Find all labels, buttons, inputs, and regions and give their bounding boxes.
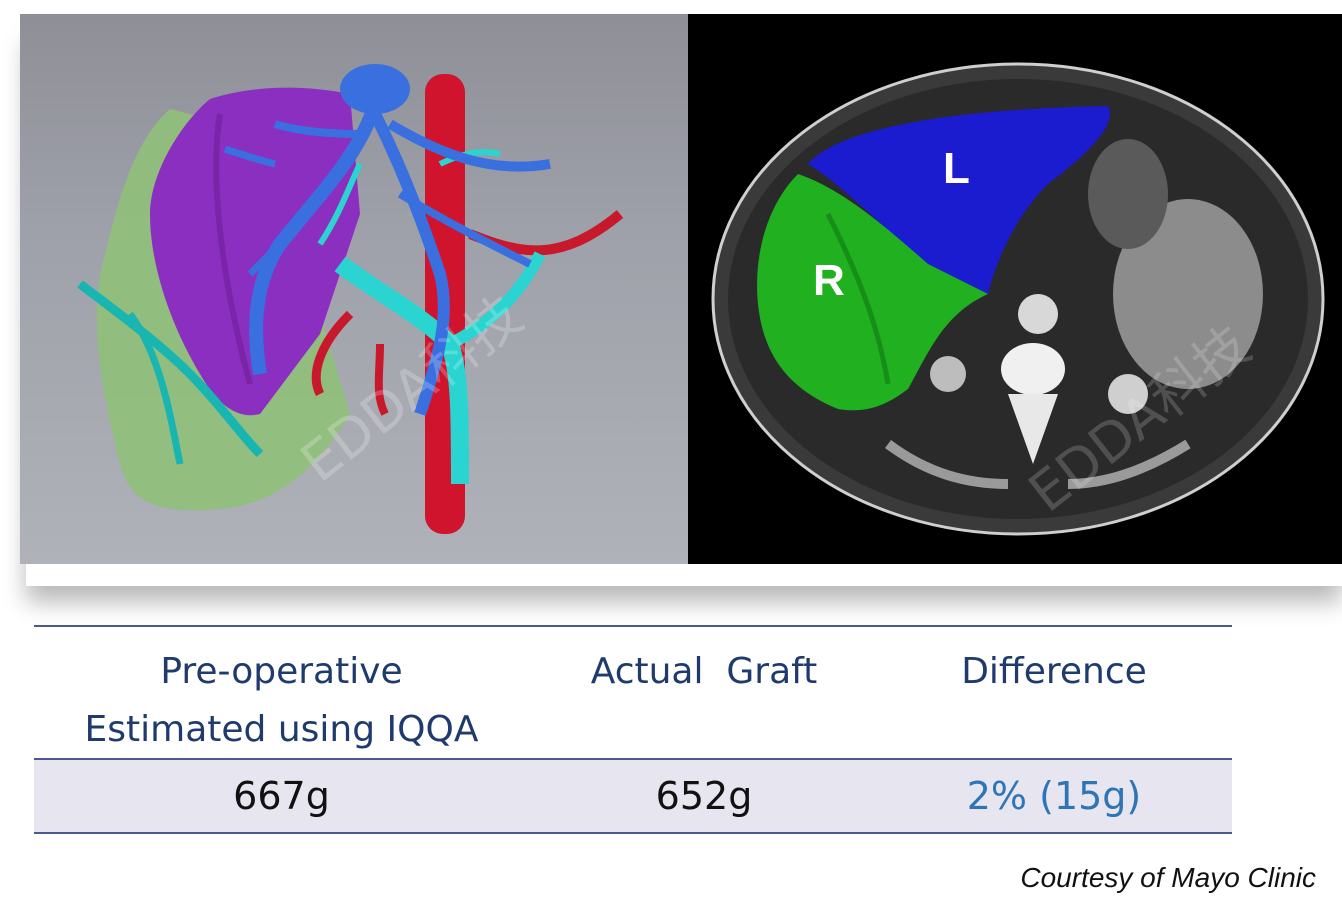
value-pre-operative: 667g [233,774,330,818]
ct-scan-illustration: EDDA科技 [711,62,1325,536]
ct-scan-image: EDDA科技 L R [688,14,1342,564]
liver-3d-render: EDDA科技 [20,14,688,564]
right-lobe-label: R [813,256,845,305]
value-actual-graft: 652g [655,774,753,818]
courtesy-credit: Courtesy of Mayo Clinic [1020,862,1316,893]
table-middle-rule [34,758,1232,760]
liver-3d-illustration: EDDA科技 [77,64,624,534]
header-actual-graft: Actual Graft [590,651,818,692]
header-pre-operative: Pre-operative Estimated using IQQA [84,651,479,750]
left-lobe-label: L [943,144,970,193]
table-bottom-rule [34,832,1232,834]
value-difference: 2% (15g) [966,774,1142,818]
values-row-band [34,760,1232,832]
table-top-rule [34,625,1232,627]
header-difference: Difference [961,651,1147,692]
graft-volume-table: Pre-operative Estimated using IQQA Actua… [34,625,1232,834]
